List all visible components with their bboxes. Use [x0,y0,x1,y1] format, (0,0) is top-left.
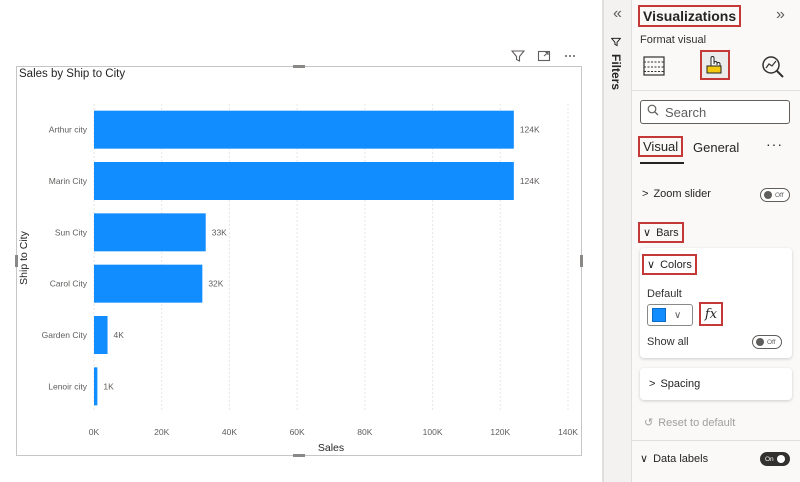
y-axis-title: Ship to City [18,230,30,284]
pane-separator [632,440,800,441]
more-options-icon[interactable] [562,48,578,64]
bar[interactable] [94,213,206,252]
bar[interactable] [94,264,203,303]
visualizations-title: Visualizations [638,5,742,27]
category-label: Marin City [49,176,88,186]
visualizations-pane: Visualizations » Format visual [632,0,800,482]
tab-visual[interactable]: Visual [638,136,684,157]
toggle-state: On [765,455,774,463]
search-box[interactable] [640,100,790,124]
spacing-label: Spacing [660,378,701,390]
chevron-right-icon: > [642,188,649,200]
data-label: 32K [208,279,223,289]
x-tick-label: 120K [490,427,510,437]
x-axis-title: Sales [318,442,344,454]
bar[interactable] [94,316,108,354]
analytics-magnifier-icon[interactable] [760,54,786,80]
filters-pane-label[interactable]: Filters [609,36,623,90]
data-label: 124K [520,176,540,186]
chevron-right-icon: > [649,378,656,390]
toggle-state: Off [767,338,776,346]
subsection-spacing[interactable]: > Spacing [649,378,700,390]
x-tick-label: 20K [154,427,169,437]
resize-handle-left[interactable] [15,255,18,267]
category-label: Arthur city [49,125,88,135]
tab-general[interactable]: General [693,140,740,155]
data-label: 4K [114,330,125,340]
default-color-label: Default [647,288,682,300]
filter-icon [610,36,622,50]
category-label: Carol City [50,279,88,289]
x-tick-label: 40K [222,427,237,437]
filter-icon[interactable] [510,48,526,64]
pane-separator [632,90,800,91]
data-label: 1K [103,381,114,391]
format-visual-label: Format visual [640,34,707,46]
x-tick-label: 100K [423,427,443,437]
data-labels-label: Data labels [653,452,709,465]
tab-more-options[interactable]: ··· [766,136,783,152]
x-tick-label: 60K [290,427,305,437]
chevron-down-icon: ∨ [643,227,652,239]
bar[interactable] [94,110,514,149]
resize-handle-right[interactable] [580,255,583,267]
section-zoom-slider[interactable]: > Zoom slider [642,188,711,200]
data-label: 124K [520,125,540,135]
double-chevron-right-icon[interactable]: » [776,6,785,23]
show-all-toggle[interactable]: Off [752,335,782,349]
category-label: Garden City [42,330,88,340]
resize-handle-bottom[interactable] [293,454,305,457]
visual-header [510,48,578,64]
zoom-slider-label: Zoom slider [653,188,711,200]
data-label: 33K [212,227,227,237]
pane-divider [602,0,604,482]
chevron-down-icon: ∨ [640,453,649,465]
spacing-card [640,368,792,400]
toggle-knob [756,338,764,346]
bar[interactable] [94,367,98,406]
search-input[interactable] [665,104,775,120]
bar-chart: 0K 20K 40K 60K 80K 100K 120K 140K Arthur city 124… [18,104,578,454]
zoom-slider-toggle[interactable]: Off [760,188,790,202]
filters-pane-collapsed[interactable]: « Filters [604,0,632,482]
resize-handle-top[interactable] [293,65,305,68]
colors-label: Colors [660,258,692,271]
reset-icon: ↺ [644,417,654,429]
chevron-down-icon: ∨ [647,259,656,271]
x-tick-label: 0K [89,427,100,437]
color-swatch [652,308,666,322]
bar[interactable] [94,162,514,200]
toggle-knob [776,455,785,463]
active-tab-indicator [640,162,684,164]
x-tick-label: 80K [357,427,372,437]
section-bars[interactable]: ∨ Bars [638,222,684,243]
reset-label: Reset to default [658,416,736,429]
chevron-down-icon: ∨ [674,309,682,321]
filters-label-text: Filters [609,54,623,91]
focus-mode-icon[interactable] [536,48,552,64]
reset-to-default-button[interactable]: ↺ Reset to default [644,416,736,430]
default-color-picker[interactable]: ∨ [647,304,693,326]
toggle-state: Off [775,191,784,199]
chart-title: Sales by Ship to City [19,68,126,80]
subsection-colors[interactable]: ∨ Colors [642,254,697,275]
toggle-knob [764,191,772,199]
double-chevron-left-icon[interactable]: « [613,5,622,22]
show-all-label: Show all [647,336,689,348]
build-visual-icon[interactable] [642,54,666,78]
category-label: Lenoir city [48,381,87,391]
x-tick-label: 140K [558,427,578,437]
data-labels-toggle[interactable]: On [760,452,790,466]
category-label: Sun City [55,227,88,237]
format-visual-paintbrush-icon[interactable] [700,50,730,80]
bars-label: Bars [656,226,679,239]
conditional-formatting-fx-button[interactable]: fx [699,302,723,326]
report-canvas: Sales by Ship to City 0K 20K 40K 60K 80K 100K… [15,48,583,457]
search-icon [647,103,659,121]
section-data-labels[interactable]: ∨ Data labels [640,452,709,466]
